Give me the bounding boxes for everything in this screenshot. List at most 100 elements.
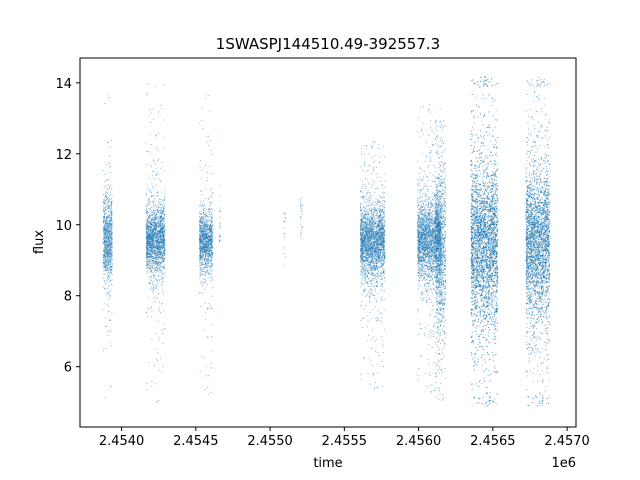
data-point: [203, 245, 205, 247]
data-point: [149, 265, 151, 266]
data-point: [107, 179, 109, 181]
data-point: [154, 214, 156, 216]
data-point: [146, 260, 148, 262]
data-point: [158, 258, 159, 260]
data-point: [210, 391, 212, 393]
data-point: [111, 312, 113, 314]
data-point: [111, 241, 113, 243]
data-point: [108, 155, 110, 157]
data-point: [157, 254, 159, 256]
data-point: [103, 286, 105, 288]
data-point: [209, 250, 211, 251]
data-point: [162, 254, 164, 256]
data-point: [370, 360, 372, 362]
data-point: [157, 245, 159, 246]
data-point: [283, 220, 285, 222]
data-point: [108, 223, 110, 225]
data-point: [159, 247, 161, 248]
data-point: [158, 249, 160, 251]
data-point: [158, 266, 160, 268]
data-point: [146, 92, 148, 94]
data-point: [148, 218, 150, 220]
data-point: [103, 253, 105, 255]
data-point: [162, 238, 164, 240]
data-point: [361, 243, 363, 245]
data-point: [199, 264, 201, 266]
data-point: [104, 229, 106, 231]
data-point: [111, 251, 113, 252]
data-point: [371, 234, 373, 236]
data-point: [161, 162, 163, 163]
data-point: [204, 216, 206, 218]
data-point: [369, 293, 371, 295]
data-point: [374, 275, 376, 277]
data-point: [157, 211, 159, 213]
data-point: [211, 295, 213, 297]
data-point: [157, 206, 159, 208]
data-point: [155, 258, 157, 260]
data-point: [105, 262, 106, 264]
data-point: [104, 217, 106, 219]
data-point: [158, 254, 159, 256]
data-point: [211, 226, 212, 228]
data-point: [162, 258, 163, 260]
data-point: [150, 233, 152, 234]
data-point: [155, 236, 156, 238]
data-point: [150, 239, 152, 240]
data-point: [381, 230, 383, 232]
data-point: [203, 251, 204, 253]
data-point: [111, 229, 113, 230]
data-point: [105, 279, 107, 281]
data-point: [111, 201, 113, 203]
data-point: [200, 281, 202, 283]
data-point: [151, 212, 153, 214]
data-point: [153, 233, 155, 234]
data-point: [209, 189, 211, 191]
data-point: [103, 268, 105, 270]
data-point: [373, 207, 375, 209]
data-point: [156, 238, 158, 240]
data-point: [108, 272, 110, 274]
data-point: [380, 243, 382, 245]
data-point: [152, 211, 154, 213]
data-point: [159, 220, 161, 222]
data-point: [205, 226, 207, 228]
data-point: [380, 262, 382, 264]
data-point: [211, 324, 213, 326]
data-point: [108, 231, 110, 233]
data-point: [106, 264, 108, 266]
data-point: [208, 252, 210, 254]
data-point: [199, 225, 201, 227]
data-point: [153, 220, 155, 222]
data-point: [219, 236, 221, 238]
data-point: [200, 250, 201, 252]
data-point: [200, 190, 202, 192]
data-point: [146, 223, 148, 225]
data-point: [111, 214, 113, 216]
data-point: [156, 358, 157, 360]
data-point: [362, 145, 364, 147]
data-point: [203, 238, 205, 240]
data-point: [205, 240, 207, 242]
data-point: [204, 232, 206, 234]
data-point: [206, 245, 208, 247]
data-point: [106, 225, 108, 227]
data-point: [381, 284, 383, 286]
data-point: [201, 254, 203, 256]
data-point: [147, 270, 149, 272]
data-point: [363, 196, 365, 198]
data-point: [199, 267, 201, 269]
data-point: [204, 224, 206, 225]
data-point: [162, 247, 164, 249]
data-point: [108, 257, 110, 259]
data-point: [377, 240, 379, 242]
data-point: [200, 227, 202, 229]
data-point: [104, 224, 106, 226]
data-point: [153, 301, 155, 303]
data-point: [155, 267, 157, 269]
data-point: [367, 260, 369, 262]
data-point: [150, 287, 152, 289]
data-point: [108, 216, 110, 218]
data-point: [379, 274, 381, 276]
data-point: [161, 329, 162, 331]
